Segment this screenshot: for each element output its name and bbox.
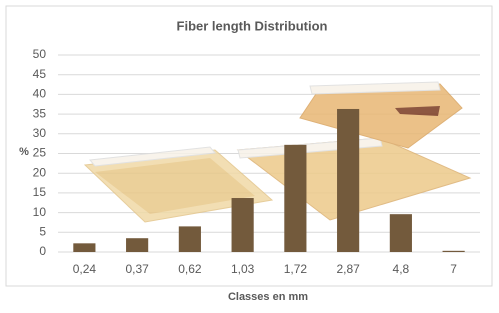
y-tick-label: 15 (33, 185, 47, 199)
chart: Fiber length Distribution % Classes en m… (0, 0, 499, 313)
bar (443, 251, 465, 252)
y-tick-label: 20 (33, 165, 47, 179)
y-tick-label: 50 (33, 47, 47, 61)
x-tick-label: 7 (450, 262, 457, 276)
x-tick-label: 0,37 (125, 262, 149, 276)
y-tick-label: 35 (33, 106, 47, 120)
y-tick-label: 10 (33, 205, 47, 219)
bar (179, 226, 201, 252)
x-tick-label: 4,8 (393, 262, 410, 276)
bar (390, 214, 412, 252)
chart-title: Fiber length Distribution (177, 18, 328, 33)
x-tick-label: 0,24 (73, 262, 97, 276)
bar (232, 198, 254, 252)
y-tick-label: 45 (33, 67, 47, 81)
bar (337, 109, 359, 252)
x-tick-label: 1,03 (231, 262, 255, 276)
bar (126, 238, 148, 252)
x-tick-label: 1,72 (284, 262, 308, 276)
x-tick-label: 2,87 (336, 262, 360, 276)
y-tick-label: 5 (39, 224, 46, 238)
x-tick-label: 0,62 (178, 262, 202, 276)
y-tick-label: 25 (33, 146, 47, 160)
x-axis-label: Classes en mm (228, 291, 308, 303)
bar (284, 145, 306, 252)
y-axis-label: % (19, 146, 29, 158)
y-tick-label: 0 (39, 244, 46, 258)
y-tick-label: 30 (33, 126, 47, 140)
bar (73, 243, 95, 252)
y-tick-label: 40 (33, 87, 47, 101)
